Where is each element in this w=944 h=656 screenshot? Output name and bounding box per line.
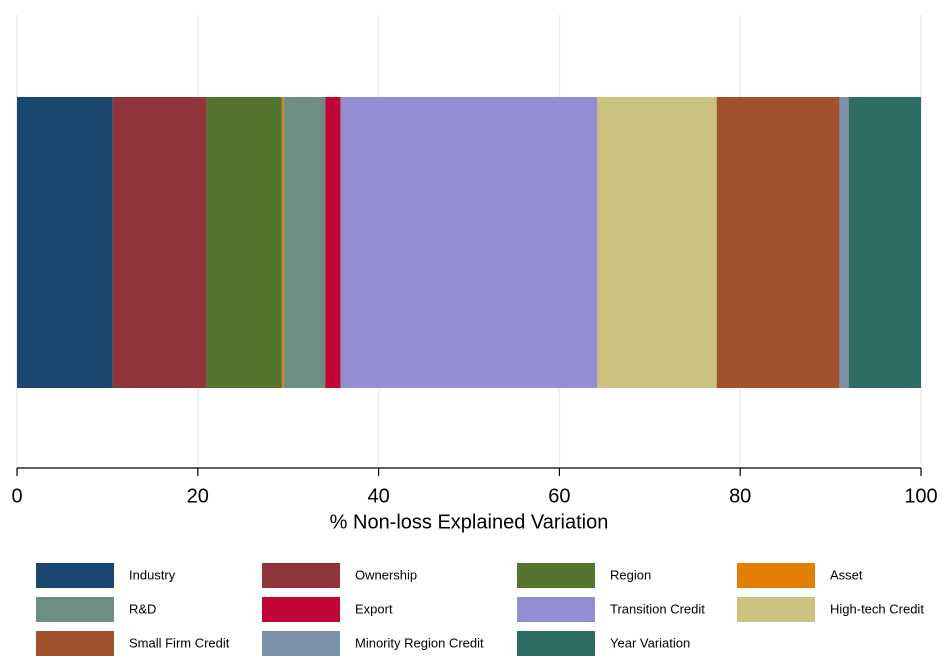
legend-swatch xyxy=(36,563,114,588)
bar-segment xyxy=(848,97,921,388)
x-axis-title: % Non-loss Explained Variation xyxy=(330,511,609,533)
x-tick-label: 80 xyxy=(729,485,751,507)
bar-segment xyxy=(340,97,598,388)
legend-label: Industry xyxy=(129,567,176,582)
legend-swatch xyxy=(36,631,114,656)
x-tick-label: 60 xyxy=(548,485,570,507)
legend-label: Small Firm Credit xyxy=(129,635,230,650)
bar-segment xyxy=(17,97,113,388)
legend-label: Ownership xyxy=(355,567,417,582)
legend-label: Transition Credit xyxy=(610,601,705,616)
legend-label: Year Variation xyxy=(610,635,690,650)
bar-segment xyxy=(716,97,840,388)
legend-label: Export xyxy=(355,601,393,616)
legend-swatch xyxy=(36,597,114,622)
bar-segment xyxy=(325,97,341,388)
x-tick-label: 20 xyxy=(187,485,209,507)
legend-swatch xyxy=(737,563,815,588)
legend-label: High-tech Credit xyxy=(830,601,924,616)
legend-swatch xyxy=(517,597,595,622)
legend-label: Region xyxy=(610,567,651,582)
x-tick-label: 0 xyxy=(11,485,22,507)
bar-segment xyxy=(206,97,282,388)
bar-segment xyxy=(112,97,207,388)
bar-segment xyxy=(281,97,284,388)
legend-swatch xyxy=(262,597,340,622)
legend-label: Asset xyxy=(830,567,863,582)
legend-swatch xyxy=(737,597,815,622)
legend-swatch xyxy=(262,563,340,588)
legend-swatch xyxy=(262,631,340,656)
bar-segment xyxy=(283,97,326,388)
bar-segment xyxy=(597,97,717,388)
x-tick-label: 100 xyxy=(904,485,937,507)
bar-segment xyxy=(839,97,849,388)
legend-label: Minority Region Credit xyxy=(355,635,484,650)
legend-label: R&D xyxy=(129,601,156,616)
legend-swatch xyxy=(517,631,595,656)
legend-swatch xyxy=(517,563,595,588)
x-tick-label: 40 xyxy=(367,485,389,507)
